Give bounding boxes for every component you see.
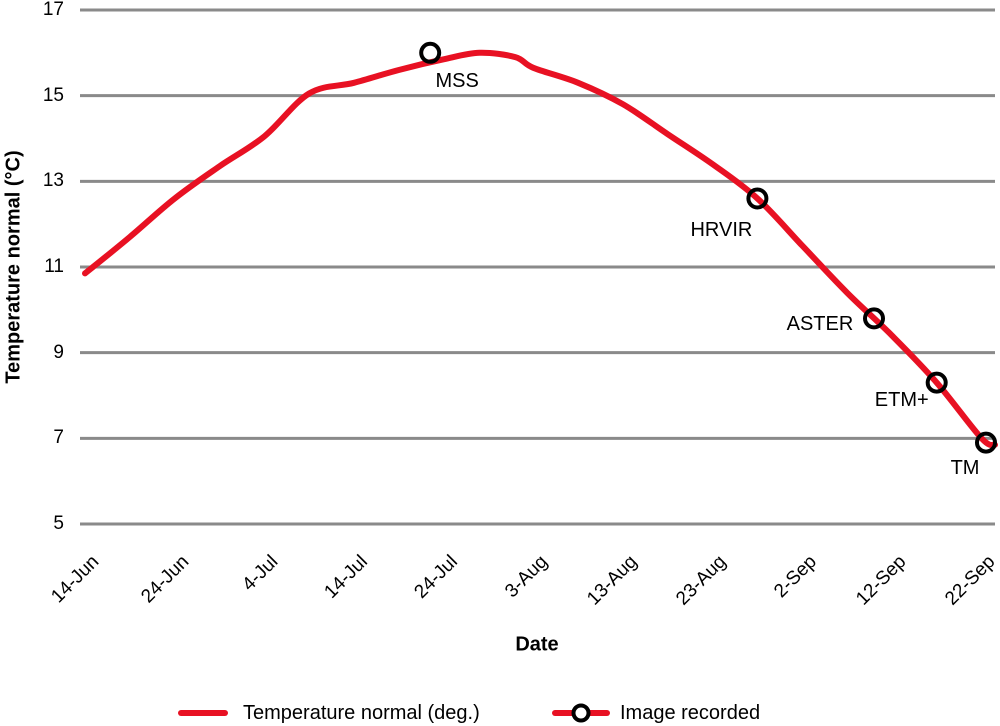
image-recorded-marker-aster	[863, 307, 885, 330]
legend-item-temperature-normal: Temperature normal (deg.)	[178, 701, 480, 725]
legend-swatch-circle-icon	[571, 703, 591, 723]
image-recorded-marker-mss	[419, 41, 442, 64]
marker-label-mss: MSS	[435, 69, 479, 92]
marker-label-tm: TM	[950, 456, 980, 479]
y-tick-label-9: 9	[53, 341, 64, 363]
legend-line-swatch	[178, 710, 228, 716]
marker-label-aster: ASTER	[786, 313, 854, 336]
y-tick-label-5: 5	[53, 513, 64, 534]
image-recorded-marker-etm	[925, 371, 948, 394]
y-tick-label-11: 11	[44, 256, 64, 277]
marker-label-etm: ETM+	[874, 388, 929, 411]
y-tick-label-7: 7	[53, 427, 64, 449]
legend-circle-swatch	[552, 702, 610, 724]
legend-item-image-recorded: Image recorded	[552, 701, 760, 725]
marker-label-hrvir: HRVIR	[690, 219, 753, 242]
image-recorded-marker-hrvir	[746, 187, 769, 210]
y-tick-label-17: 17	[42, 0, 64, 20]
x-axis-title: Date	[515, 633, 559, 656]
y-tick-label-13: 13	[42, 170, 64, 192]
legend-label-image-recorded: Image recorded	[620, 702, 761, 724]
image-recorded-marker-tm	[975, 431, 997, 454]
temperature-normal-curve	[82, 49, 998, 449]
y-tick-label-15: 15	[42, 84, 64, 106]
legend-label-temperature-normal: Temperature normal (deg.)	[243, 702, 480, 724]
